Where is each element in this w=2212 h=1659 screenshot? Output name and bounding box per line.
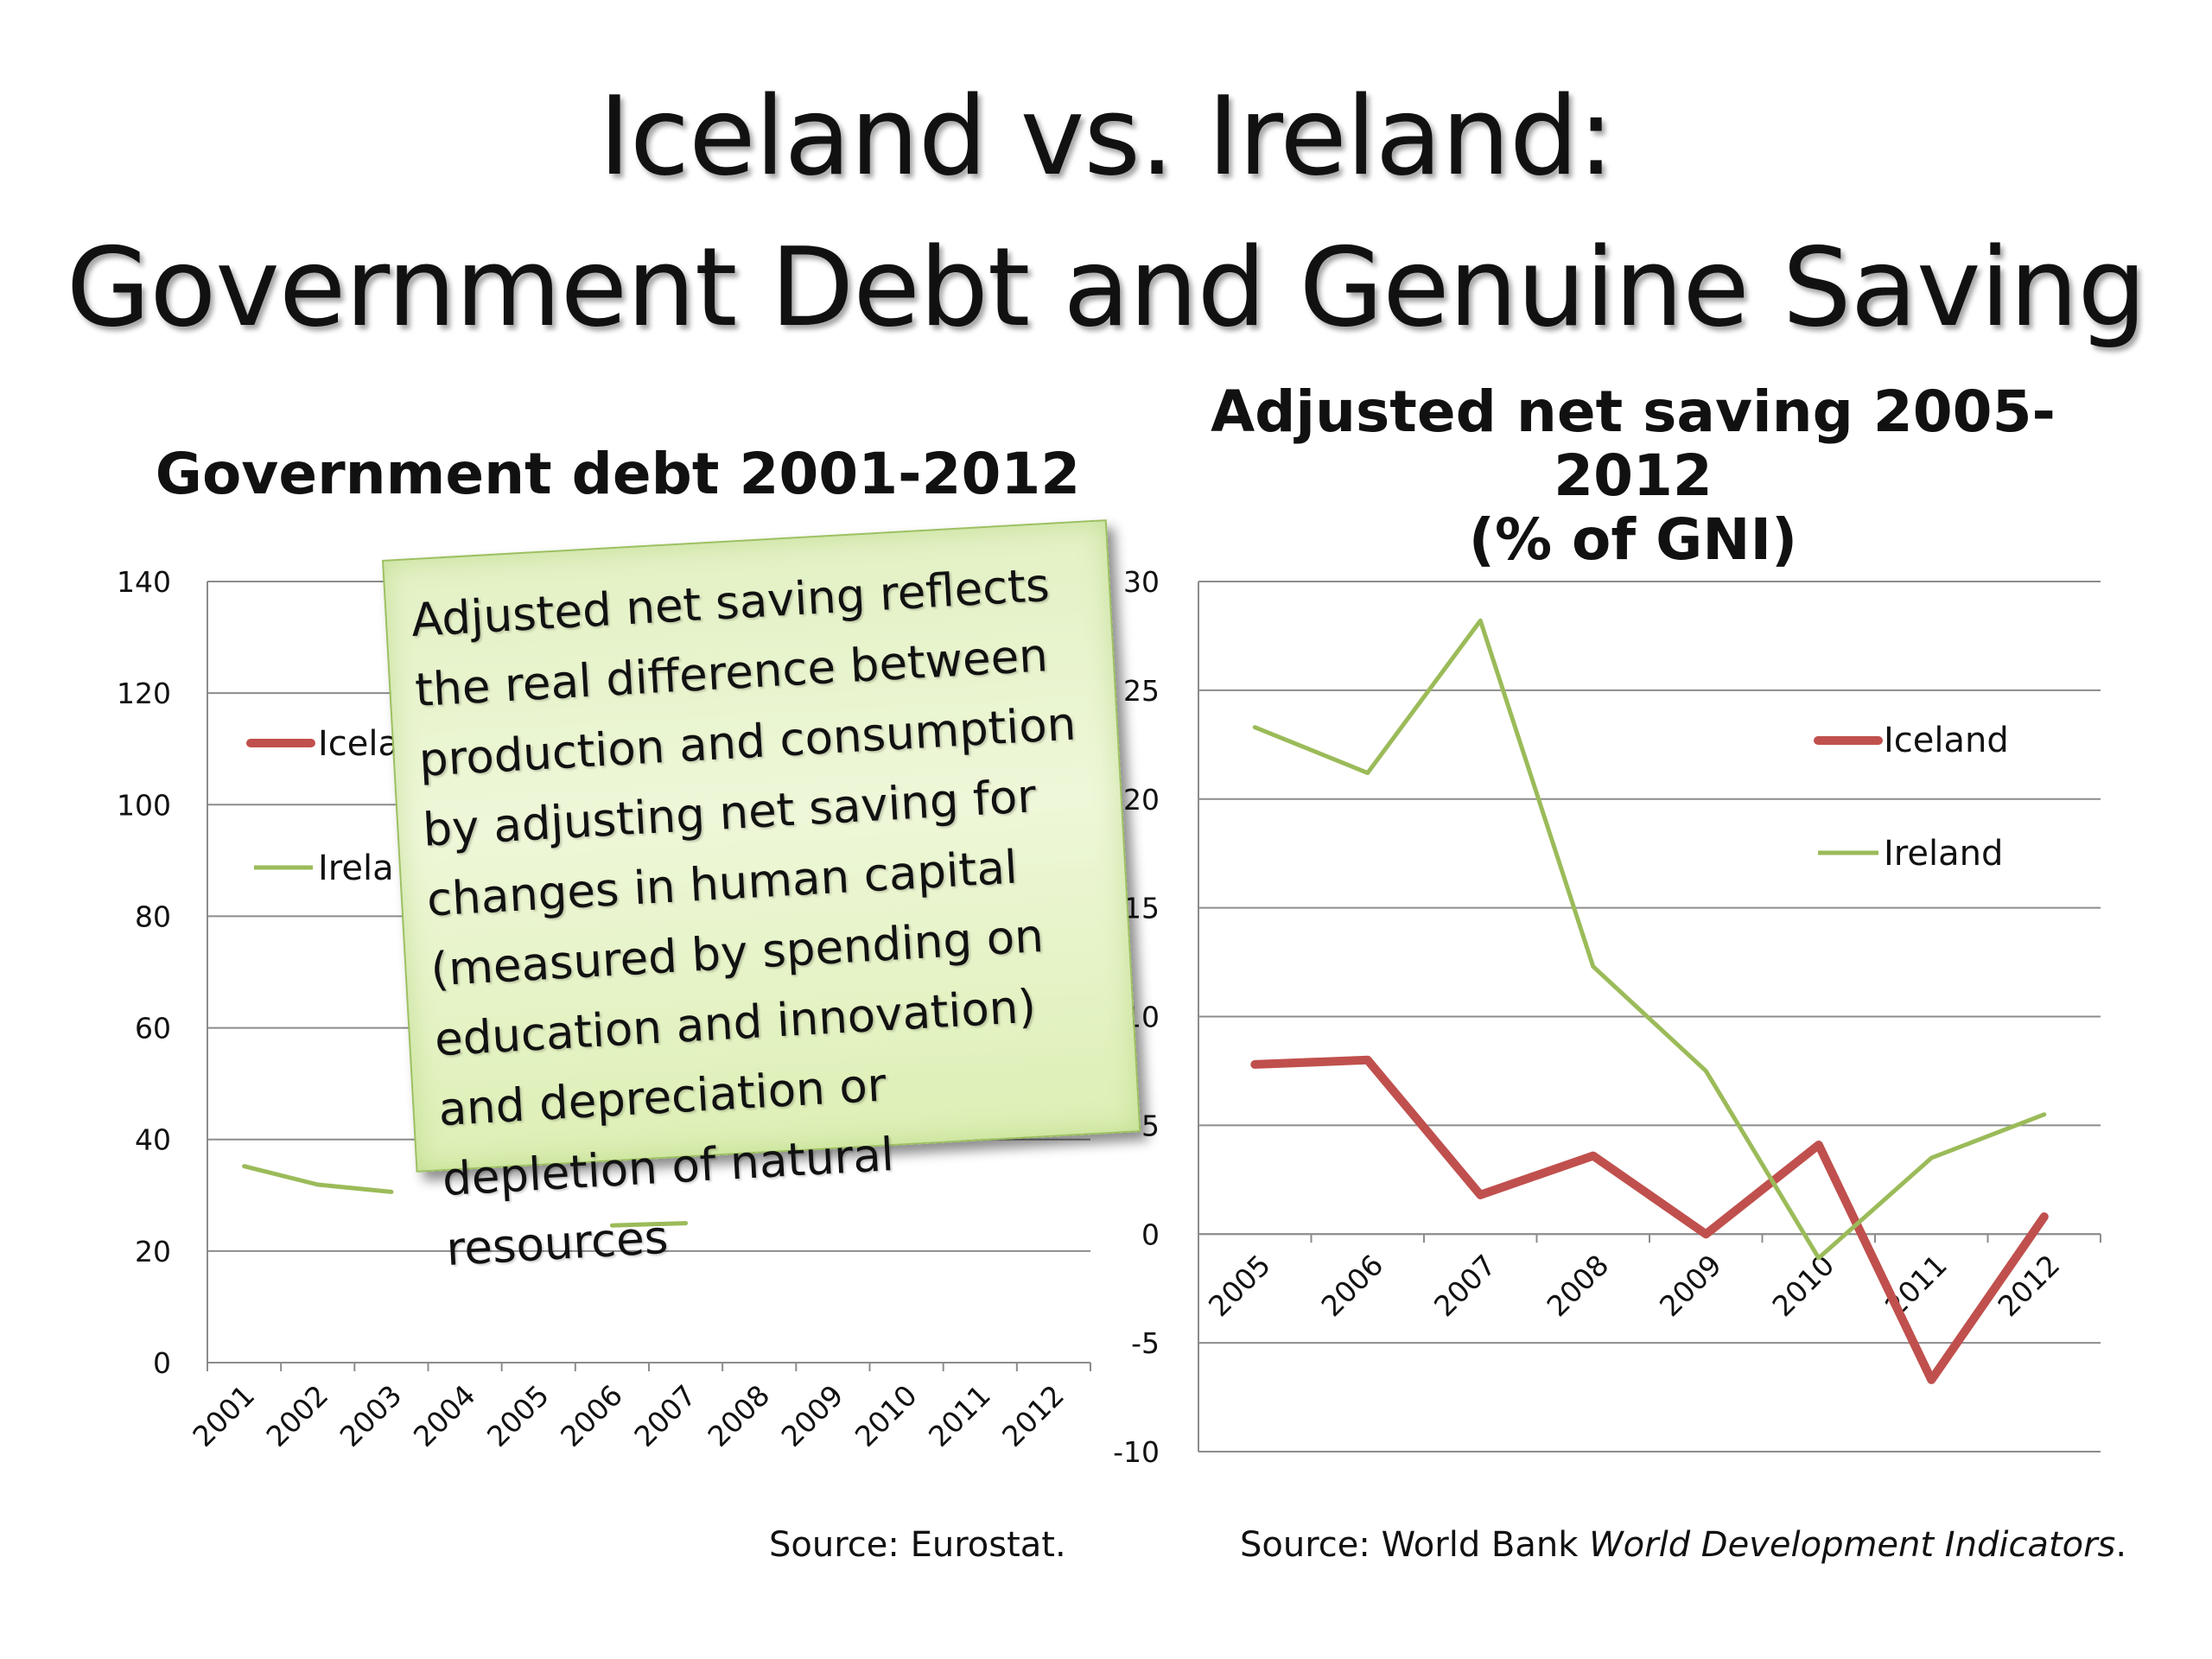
x-tick-label: 2001 <box>186 1378 261 1453</box>
x-tick-label: 2012 <box>1991 1248 2066 1323</box>
x-tick-label: 2005 <box>1202 1248 1277 1323</box>
saving-chart-title-line1: Adjusted net saving 2005-2012 <box>1211 378 2056 509</box>
debt-chart-title: Government debt 2001-2012 <box>155 441 1081 507</box>
series-line-ireland <box>609 1221 689 1228</box>
saving-chart-title: Adjusted net saving 2005-2012 (% of GNI) <box>1149 380 2117 572</box>
y-tick-label: 100 <box>117 788 171 822</box>
source-world-bank-suffix: . <box>2115 1525 2127 1565</box>
legend-label-ireland: Ireland <box>1884 834 2003 874</box>
y-tick-label: 0 <box>153 1346 171 1380</box>
x-tick-label: 2009 <box>775 1378 850 1453</box>
y-tick-label: 0 <box>1141 1217 1160 1251</box>
x-tick-label: 2002 <box>259 1378 334 1453</box>
slide-title-line1: Iceland vs. Ireland: <box>598 73 1615 200</box>
x-tick-label: 2010 <box>1765 1248 1840 1323</box>
x-tick-label: 2003 <box>334 1378 409 1453</box>
y-tick-label: 20 <box>135 1235 171 1268</box>
source-world-bank-prefix: Source: World Bank <box>1240 1525 1590 1565</box>
y-tick-label: 15 <box>1123 892 1160 925</box>
x-tick-label: 2012 <box>995 1378 1071 1453</box>
y-tick-label: 5 <box>1141 1109 1160 1142</box>
legend-label-ireland: Irela <box>318 849 394 888</box>
x-tick-label: 2007 <box>627 1378 702 1453</box>
y-tick-label: -5 <box>1131 1326 1160 1360</box>
x-tick-label: 2007 <box>1427 1248 1503 1323</box>
y-tick-label: 80 <box>135 899 171 933</box>
series-line-ireland <box>1252 618 2047 1261</box>
y-tick-label: 120 <box>117 677 171 710</box>
y-tick-label: 140 <box>117 565 171 599</box>
legend-label-iceland: Icela <box>318 724 399 764</box>
x-tick-label: 2005 <box>480 1378 556 1453</box>
x-tick-label: 2009 <box>1653 1248 1728 1323</box>
series-line-iceland <box>1250 1055 2049 1384</box>
saving-chart-title-line2: (% of GNI) <box>1468 505 1798 573</box>
slide-title-line2: Government Debt and Genuine Saving <box>66 224 2147 351</box>
y-tick-label: 20 <box>1123 783 1160 817</box>
x-tick-label: 2010 <box>849 1378 924 1453</box>
source-world-bank-title: World Development Indicators <box>1589 1525 2116 1565</box>
x-tick-label: 2006 <box>554 1378 629 1453</box>
y-tick-label: 40 <box>135 1123 171 1157</box>
x-tick-label: 2006 <box>1314 1248 1389 1323</box>
source-world-bank: Source: World Bank World Development Ind… <box>1240 1525 2126 1565</box>
x-tick-label: 2004 <box>407 1378 482 1453</box>
y-tick-label: 30 <box>1123 565 1160 599</box>
callout-box: Adjusted net saving reflects the real di… <box>382 519 1141 1276</box>
x-tick-label: 2011 <box>922 1378 997 1453</box>
x-tick-label: 2008 <box>701 1378 776 1453</box>
y-tick-label: 60 <box>135 1012 171 1046</box>
x-tick-label: 2008 <box>1540 1248 1615 1323</box>
y-tick-label: -10 <box>1113 1435 1160 1469</box>
source-eurostat: Source: Eurostat. <box>769 1525 1066 1565</box>
y-tick-label: 25 <box>1123 674 1160 708</box>
series-line-ireland <box>242 1164 394 1194</box>
callout-text: Adjusted net saving reflects the real di… <box>410 558 1077 1277</box>
legend-label-iceland: Iceland <box>1884 721 2009 760</box>
